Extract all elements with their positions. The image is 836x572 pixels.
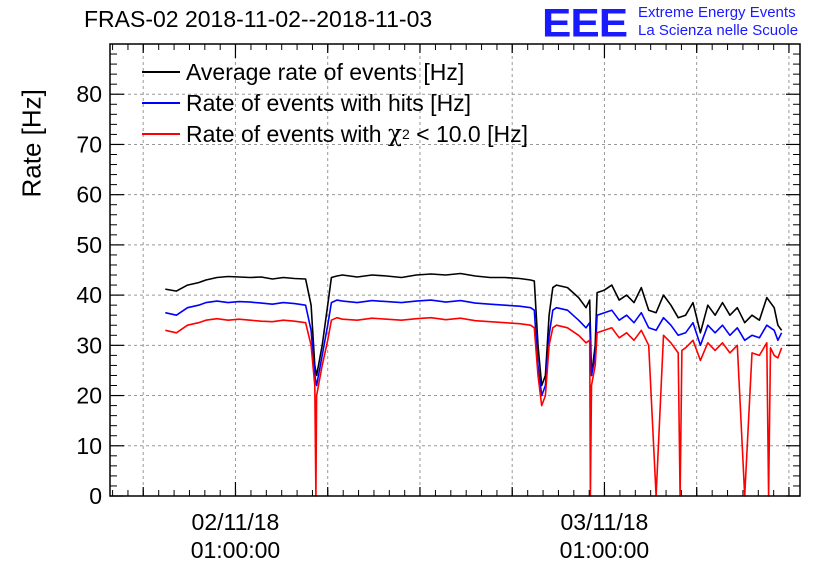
eee-logo-mark: EEE bbox=[542, 1, 628, 46]
legend-item-average: Average rate of events [Hz] bbox=[142, 58, 464, 86]
x-tick-date: 03/11/18 bbox=[560, 509, 649, 535]
series-line-0 bbox=[165, 272, 783, 387]
legend-swatch-hits bbox=[142, 102, 180, 104]
legend-swatch-chi2 bbox=[142, 133, 180, 135]
x-tick-label: 02/11/18 01:00:00 bbox=[165, 508, 305, 564]
y-axis-label: Rate [Hz] bbox=[16, 89, 47, 198]
legend-label-chi2: Rate of events with bbox=[186, 120, 382, 147]
y-tick-label: 20 bbox=[76, 383, 102, 409]
logo-line-1: Extreme Energy Events bbox=[638, 4, 796, 21]
x-tick-date: 02/11/18 bbox=[191, 509, 280, 535]
legend-chi-symbol: χ bbox=[388, 121, 402, 147]
y-tick-label: 70 bbox=[76, 131, 102, 157]
x-tick-time: 01:00:00 bbox=[190, 537, 281, 563]
logo-line-2: La Scienza nelle Scuole bbox=[638, 22, 799, 39]
legend-label-hits: Rate of events with hits [Hz] bbox=[186, 89, 472, 116]
y-tick-label: 40 bbox=[76, 282, 102, 308]
plot-frame bbox=[109, 43, 801, 497]
grid bbox=[110, 44, 800, 496]
y-tick-label: 80 bbox=[76, 81, 102, 107]
eee-logo-text: Extreme Energy Events La Scienza nelle S… bbox=[638, 4, 798, 40]
legend-label-average: Average rate of events [Hz] bbox=[186, 58, 465, 85]
x-tick-time: 01:00:00 bbox=[559, 537, 650, 563]
legend-label-chi2-suffix: < 10.0 [Hz] bbox=[416, 120, 528, 147]
x-tick-label: 03/11/18 01:00:00 bbox=[534, 508, 674, 564]
legend-swatch-average bbox=[142, 71, 180, 73]
series-layer bbox=[165, 272, 783, 497]
y-tick-label: 30 bbox=[76, 332, 102, 358]
y-tick-label: 60 bbox=[76, 182, 102, 208]
legend-chi-exponent: 2 bbox=[401, 126, 410, 142]
chart-title: FRAS-02 2018-11-02--2018-11-03 bbox=[84, 6, 433, 32]
y-tick-label: 10 bbox=[76, 433, 102, 459]
series-line-1 bbox=[165, 299, 783, 397]
axis-ticks: 0 10 20 30 40 50 60 70 80 bbox=[76, 44, 800, 509]
y-tick-label: 0 bbox=[89, 483, 102, 509]
legend-item-hits: Rate of events with hits [Hz] bbox=[142, 89, 471, 117]
series-line-2 bbox=[165, 316, 783, 497]
y-tick-label: 50 bbox=[76, 232, 102, 258]
